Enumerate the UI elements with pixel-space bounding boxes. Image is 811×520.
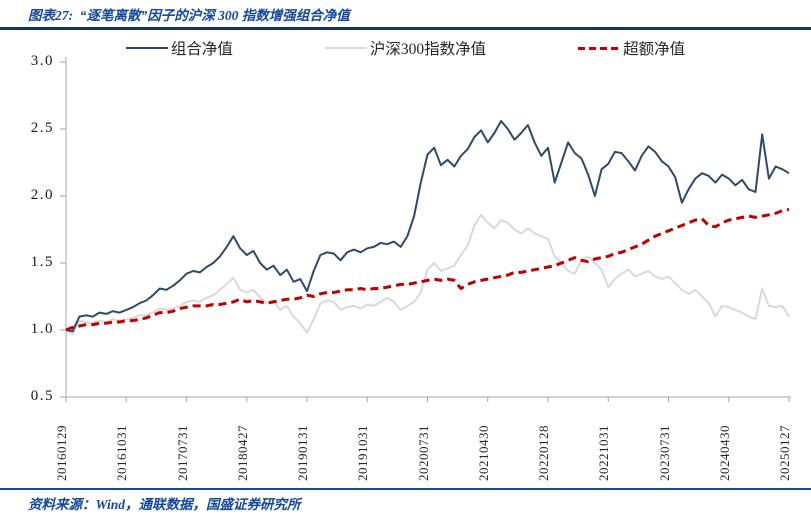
x-tick-label: 20221031 — [596, 425, 612, 481]
series-portfolio-line — [65, 120, 790, 333]
footer-divider-rule — [0, 488, 811, 490]
legend-label-portfolio: 组合净值 — [170, 41, 233, 58]
y-tick-label: 2.0 — [30, 187, 54, 203]
title-divider-rule — [0, 27, 811, 30]
x-tick-label: 20230731 — [656, 425, 672, 481]
legend-item-excess: 超额净值 — [578, 37, 685, 59]
x-tick-label: 20200731 — [415, 425, 431, 481]
y-tick-label: 1.0 — [30, 321, 54, 337]
x-tick-label: 20210430 — [475, 425, 491, 481]
x-tick-label: 20240430 — [716, 425, 732, 481]
legend-label-excess: 超额净值 — [623, 41, 686, 58]
y-tick-label: 0.5 — [30, 388, 54, 404]
series-excess-line — [65, 207, 790, 332]
data-source-note: 资料来源：Wind，通联数据，国盛证券研究所 — [28, 497, 301, 512]
x-tick-label: 20180427 — [234, 425, 250, 481]
series-index-line — [65, 213, 790, 335]
figure-title: 图表27: “逐笔离散”因子的沪深 300 指数增强组合净值 — [28, 8, 350, 23]
legend-item-portfolio: 组合净值 — [125, 37, 233, 59]
index-line-swatch — [324, 47, 367, 49]
x-tick-label: 20160129 — [54, 425, 69, 481]
excess-line-swatch — [578, 46, 621, 50]
y-tick-label: 3.0 — [30, 53, 54, 69]
x-tick-label: 20190131 — [295, 425, 310, 481]
legend-item-index: 沪深300指数净值 — [324, 37, 487, 59]
x-tick-label: 20191031 — [355, 425, 371, 481]
legend-label-index: 沪深300指数净值 — [369, 41, 487, 58]
x-tick-label: 20170731 — [174, 425, 190, 481]
y-tick-label: 1.5 — [30, 254, 54, 270]
portfolio-line-swatch — [125, 47, 168, 49]
x-tick-label: 20250127 — [777, 425, 792, 481]
y-tick-label: 2.5 — [30, 120, 54, 136]
chart-legend: 组合净值 沪深300指数净值 超额净值 — [0, 37, 811, 59]
x-tick-label: 20161031 — [114, 425, 130, 481]
x-tick-label: 20220128 — [536, 425, 551, 481]
